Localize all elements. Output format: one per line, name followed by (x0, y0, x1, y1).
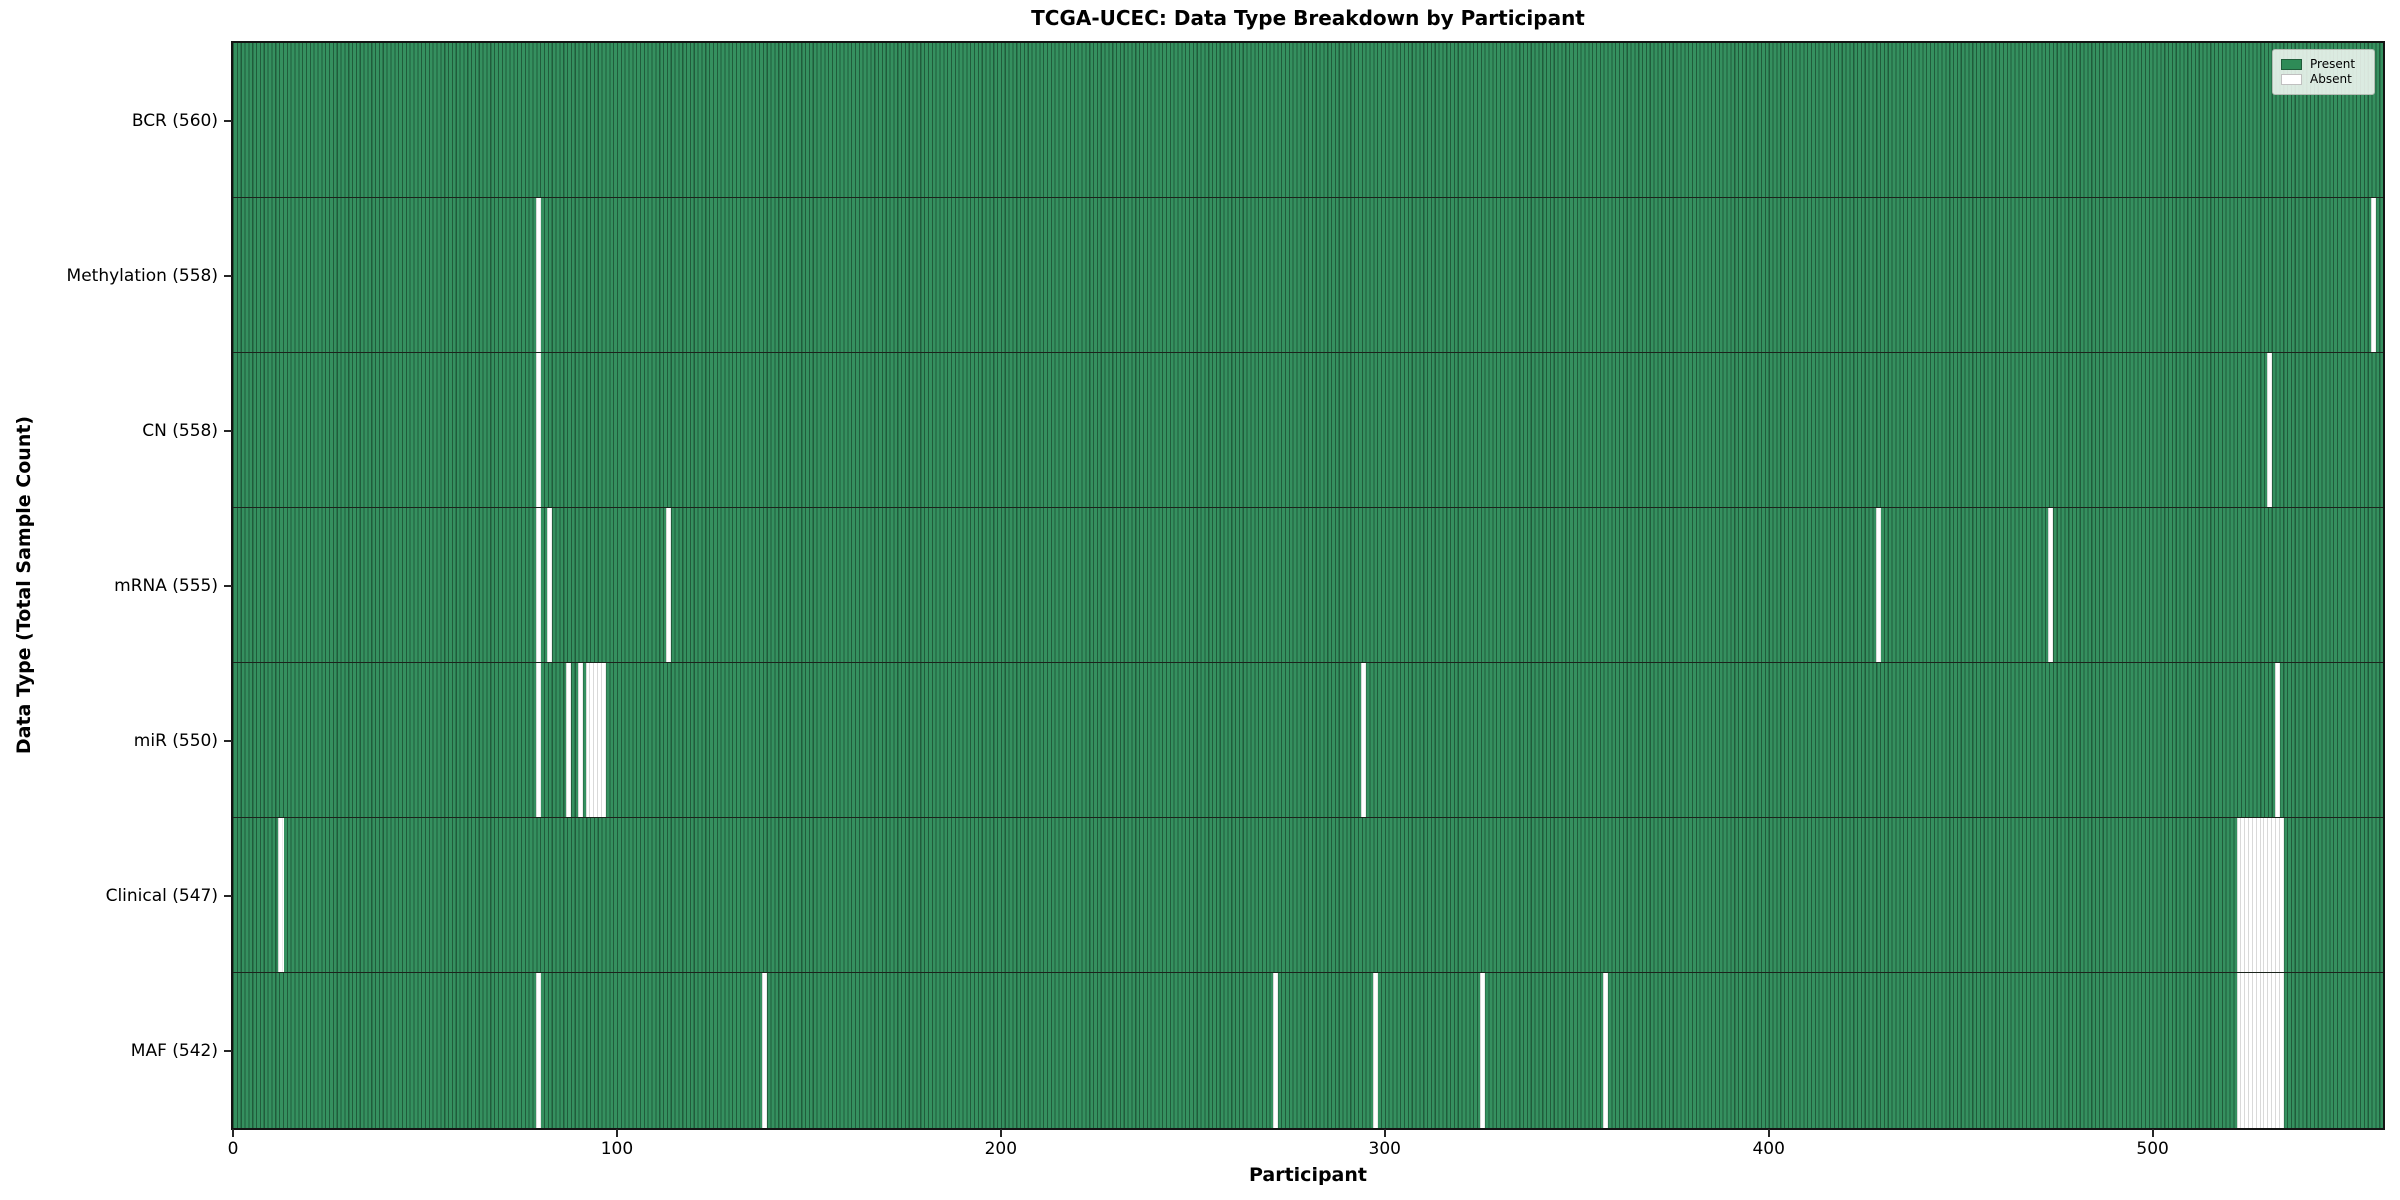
plot-area (231, 41, 2385, 1130)
absent-gap (2267, 818, 2273, 972)
legend-entry-absent: Absent (2281, 73, 2366, 85)
absent-gap (1361, 663, 1367, 817)
x-tick-label: 100 (600, 1139, 634, 1159)
absent-gap (2244, 818, 2250, 972)
row-maf (233, 973, 2383, 1128)
legend-entry-present: Present (2281, 58, 2366, 70)
absent-gap (1272, 973, 1278, 1128)
absent-gap (2274, 818, 2280, 972)
y-tick-mark (224, 429, 232, 432)
absent-gap (2236, 818, 2242, 972)
absent-gap (2274, 663, 2280, 817)
row-bcr (233, 43, 2383, 198)
y-tick-mark (224, 1049, 232, 1052)
y-tick-mark (224, 894, 232, 897)
row-mrna (233, 508, 2383, 663)
absent-gap (535, 973, 541, 1128)
y-tick-mark (224, 584, 232, 587)
row-cn (233, 353, 2383, 508)
absent-gap (2251, 973, 2257, 1128)
x-tick-mark (232, 1129, 234, 1137)
x-tick-label: 400 (1752, 1139, 1785, 1159)
x-tick-label: 500 (2136, 1139, 2169, 1159)
y-tick-label-bcr: BCR (560) (131, 110, 218, 131)
absent-gap (2274, 973, 2280, 1128)
absent-gap (666, 508, 672, 662)
x-tick-mark (999, 1129, 1002, 1137)
y-tick-label-methylation: Methylation (558) (66, 265, 218, 286)
y-tick-label-maf: MAF (542) (130, 1040, 218, 1061)
absent-gap (593, 663, 599, 817)
row-mir (233, 663, 2383, 818)
absent-gap (535, 198, 541, 352)
absent-gap (535, 663, 541, 817)
absent-gap (585, 663, 591, 817)
absent-gap (2248, 973, 2254, 1128)
absent-gap (1480, 973, 1486, 1128)
absent-gap (589, 663, 595, 817)
y-tick-label-clinical: Clinical (547) (105, 885, 218, 906)
absent-gap (2278, 973, 2284, 1128)
row-clinical (233, 818, 2383, 973)
plot-inner (233, 43, 2383, 1128)
legend: Present Absent (2272, 49, 2375, 95)
absent-gap (2263, 818, 2269, 972)
chart-title: TCGA-UCEC: Data Type Breakdown by Partic… (1031, 6, 1585, 30)
absent-gap (2267, 353, 2273, 507)
y-tick-mark (224, 119, 232, 122)
x-tick-mark (615, 1129, 618, 1137)
absent-gap (2248, 818, 2254, 972)
y-tick-mark (224, 739, 232, 742)
absent-gap (2259, 818, 2265, 972)
absent-gap (2244, 973, 2250, 1128)
absent-gap (2267, 973, 2273, 1128)
absent-gap (762, 973, 768, 1128)
absent-gap (2240, 818, 2246, 972)
absent-gap (2271, 973, 2277, 1128)
absent-gap (597, 663, 603, 817)
absent-gap (2255, 973, 2261, 1128)
x-tick-label: 300 (1368, 1139, 1402, 1159)
absent-gap (1875, 508, 1881, 662)
absent-gap (577, 663, 583, 817)
y-tick-mark (224, 274, 232, 277)
x-tick-label: 0 (227, 1139, 239, 1159)
x-axis-label: Participant (1248, 1164, 1367, 1186)
absent-gap (2251, 818, 2257, 972)
absent-swatch-icon (2281, 73, 2302, 85)
absent-gap (278, 818, 284, 972)
absent-gap (535, 508, 541, 662)
x-tick-mark (1383, 1129, 1386, 1137)
absent-gap (600, 663, 606, 817)
absent-gap (1603, 973, 1609, 1128)
legend-present-label: Present (2310, 57, 2356, 71)
absent-gap (2263, 973, 2269, 1128)
x-tick-mark (1767, 1129, 1770, 1137)
absent-gap (2048, 508, 2054, 662)
absent-gap (2259, 973, 2265, 1128)
absent-gap (2370, 198, 2376, 352)
absent-gap (2278, 818, 2284, 972)
absent-gap (2271, 818, 2277, 972)
y-tick-label-mir: miR (550) (133, 730, 218, 751)
y-tick-label-cn: CN (558) (142, 420, 218, 441)
absent-gap (2236, 973, 2242, 1128)
row-methylation (233, 198, 2383, 353)
x-tick-label: 200 (984, 1139, 1018, 1159)
absent-gap (566, 663, 572, 817)
absent-gap (535, 353, 541, 507)
legend-absent-label: Absent (2310, 72, 2352, 86)
x-tick-mark (2151, 1129, 2154, 1137)
absent-gap (1372, 973, 1378, 1128)
absent-gap (547, 508, 553, 662)
y-tick-label-mrna: mRNA (555) (114, 575, 218, 596)
present-swatch-icon (2281, 58, 2302, 70)
absent-gap (2240, 973, 2246, 1128)
absent-gap (2255, 818, 2261, 972)
